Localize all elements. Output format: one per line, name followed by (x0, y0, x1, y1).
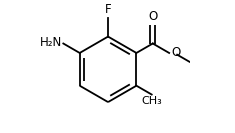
Text: H₂N: H₂N (40, 36, 62, 49)
Text: O: O (148, 10, 157, 23)
Text: O: O (171, 46, 180, 59)
Text: CH₃: CH₃ (141, 96, 162, 106)
Text: F: F (105, 3, 111, 16)
